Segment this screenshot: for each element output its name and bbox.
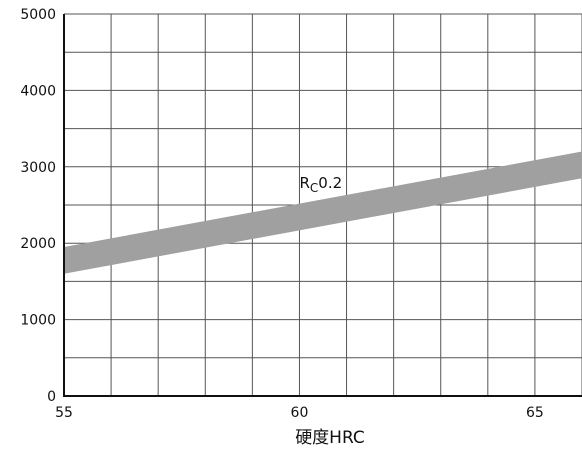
x-tick-label: 60 <box>291 405 309 421</box>
y-tick-label: 2000 <box>20 236 56 252</box>
band-label: RC0.2 <box>299 174 342 195</box>
y-tick-label: 5000 <box>20 7 56 23</box>
y-tick-label: 0 <box>47 389 56 405</box>
band-label-main: R <box>299 174 309 192</box>
y-tick-label: 4000 <box>20 83 56 99</box>
y-tick-labels: 0 1000 2000 3000 4000 5000 <box>20 7 56 405</box>
x-tick-label: 55 <box>55 405 73 421</box>
y-tick-label: 1000 <box>20 313 56 329</box>
x-axis-title: 硬度HRC <box>295 428 365 448</box>
rc02-band <box>64 151 582 274</box>
band-label-rest: 0.2 <box>318 174 342 192</box>
axes <box>63 14 582 397</box>
x-tick-labels: 55 60 65 <box>55 405 544 421</box>
y-tick-label: 3000 <box>20 160 56 176</box>
x-tick-label: 65 <box>526 405 544 421</box>
band-label-sub: C <box>310 181 318 195</box>
